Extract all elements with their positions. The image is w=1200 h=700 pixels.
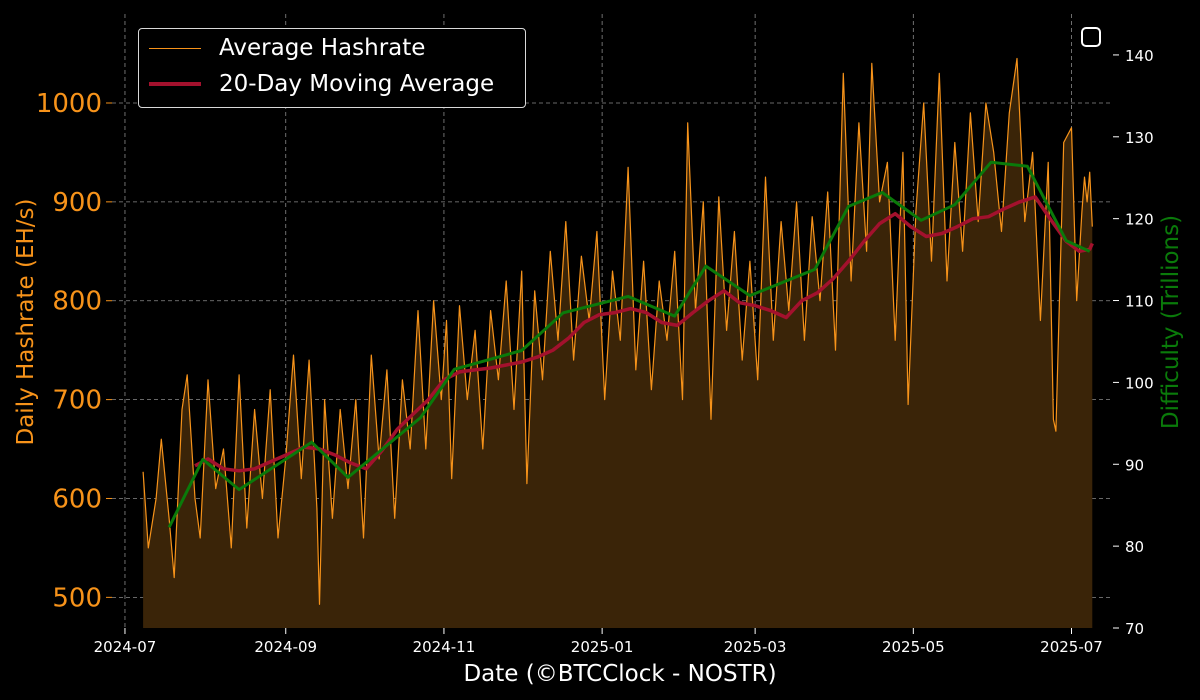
right-y-tick-label: 140: [1125, 47, 1154, 65]
legend-label-average-hashrate: Average Hashrate: [219, 35, 426, 61]
legend-label-moving-average: 20-Day Moving Average: [219, 71, 495, 97]
hashrate-area-fill: [143, 58, 1093, 628]
left-y-tick-label: 500: [52, 583, 102, 613]
right-y-tick-label: 100: [1125, 374, 1154, 392]
x-tick-label: 2024-07: [94, 638, 157, 656]
x-tick-label: 2024-11: [413, 638, 476, 656]
right-y-tick-label: 130: [1125, 129, 1154, 147]
right-y-tick-label: 70: [1125, 620, 1144, 638]
average-hashrate-line: [142, 57, 1093, 605]
moving-average-line: [194, 195, 1094, 473]
x-tick-label: 2024-09: [254, 638, 317, 656]
x-tick-label: 2025-05: [882, 638, 945, 656]
left-y-tick-label: 900: [52, 188, 102, 218]
right-y-axis-label: Difficulty (Trillions): [1158, 215, 1184, 429]
left-y-axis-label: Daily Hashrate (EH/s): [13, 199, 39, 446]
right-y-tick-label: 120: [1125, 211, 1154, 229]
left-y-tick-label: 700: [52, 386, 102, 416]
difficulty-line: [167, 160, 1091, 528]
left-y-tick-label: 1000: [36, 89, 102, 119]
right-y-tick-label: 80: [1125, 538, 1144, 556]
legend-item-moving-average: 20-Day Moving Average: [139, 66, 494, 102]
legend-swatch-average-hashrate: [149, 47, 201, 49]
right-y-tick-label: 110: [1125, 293, 1154, 311]
x-tick-label: 2025-07: [1040, 638, 1103, 656]
left-y-tick-label: 800: [52, 287, 102, 317]
axes: 2024-07 2024-09 2024-11 2025-01 2025-03 2025-…: [36, 47, 1154, 656]
right-y-tick-label: 90: [1125, 456, 1144, 474]
legend-item-average-hashrate: Average Hashrate: [139, 30, 425, 66]
x-axis-label: Date (©BTCClock - NOSTR): [463, 661, 776, 687]
legend-swatch-moving-average: [149, 82, 201, 86]
plot-area: [142, 57, 1094, 628]
chart-legend: Average Hashrate 20-Day Moving Average: [138, 28, 526, 108]
checkbox-icon[interactable]: [1081, 27, 1101, 47]
left-y-tick-label: 600: [52, 484, 102, 514]
x-tick-label: 2025-01: [571, 638, 634, 656]
x-tick-label: 2025-03: [724, 638, 787, 656]
